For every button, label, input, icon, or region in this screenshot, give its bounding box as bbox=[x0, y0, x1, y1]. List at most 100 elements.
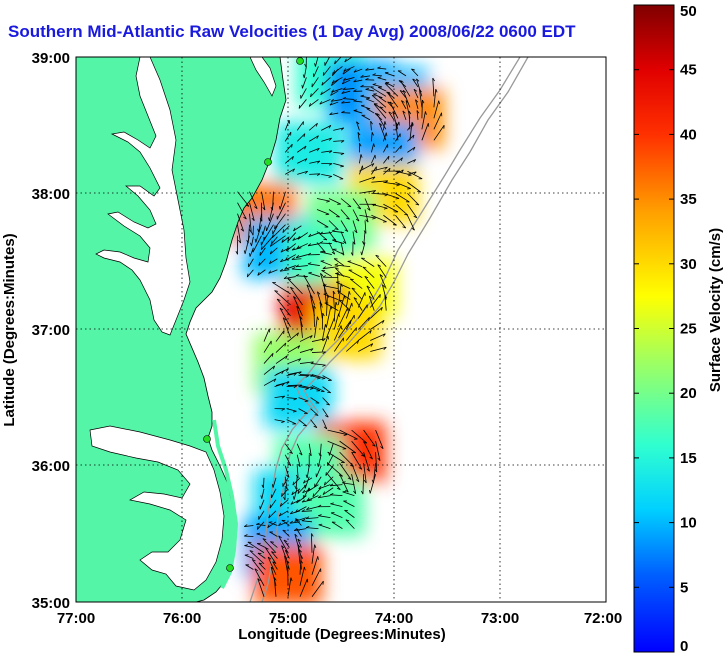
velocity-arrow bbox=[245, 564, 254, 570]
velocity-arrowhead bbox=[365, 219, 369, 223]
velocity-arrow bbox=[321, 150, 333, 153]
velocity-arrowhead bbox=[318, 523, 323, 526]
velocity-arrow bbox=[260, 235, 274, 250]
velocity-arrowhead bbox=[312, 493, 315, 497]
velocity-arrow bbox=[302, 77, 307, 89]
velocity-arrowhead bbox=[321, 377, 326, 380]
velocity-arrow bbox=[294, 528, 307, 531]
velocity-arrowhead bbox=[293, 398, 297, 401]
velocity-arrowhead bbox=[276, 298, 281, 301]
velocity-arrowhead bbox=[380, 307, 383, 311]
velocity-arrow bbox=[372, 74, 383, 77]
velocity-arrowhead bbox=[257, 228, 260, 233]
velocity-arrow bbox=[387, 92, 399, 108]
velocity-arrowhead bbox=[435, 89, 438, 93]
velocity-arrowhead bbox=[329, 112, 333, 116]
velocity-arrowhead bbox=[244, 524, 248, 527]
velocity-arrow bbox=[280, 247, 290, 253]
velocity-arrowhead bbox=[338, 313, 340, 318]
velocity-arrowhead bbox=[372, 83, 377, 85]
velocity-arrowhead bbox=[292, 496, 295, 500]
velocity-arrowhead bbox=[293, 372, 297, 376]
velocity-arrow bbox=[249, 550, 265, 565]
velocity-arrowhead bbox=[306, 506, 310, 510]
velocity-arrowhead bbox=[372, 217, 376, 220]
velocity-arrowhead bbox=[309, 387, 314, 390]
velocity-arrow bbox=[258, 562, 266, 570]
velocity-arrowhead bbox=[306, 497, 310, 501]
velocity-arrow bbox=[283, 276, 296, 280]
velocity-arrowhead bbox=[353, 79, 357, 83]
velocity-arrow bbox=[291, 488, 301, 496]
velocity-arrow bbox=[297, 170, 308, 175]
velocity-arrowhead bbox=[379, 106, 384, 109]
velocity-arrow bbox=[319, 99, 331, 105]
velocity-arrowhead bbox=[370, 343, 374, 347]
velocity-arrowhead bbox=[270, 566, 274, 570]
velocity-arrowhead bbox=[345, 489, 349, 493]
velocity-arrowhead bbox=[282, 317, 287, 321]
velocity-arrow bbox=[249, 191, 258, 209]
velocity-arrowhead bbox=[377, 76, 382, 79]
velocity-arrowhead bbox=[295, 518, 299, 521]
velocity-arrowhead bbox=[392, 111, 396, 115]
velocity-arrow bbox=[318, 495, 331, 499]
velocity-arrowhead bbox=[314, 414, 319, 416]
velocity-arrowhead bbox=[291, 267, 296, 270]
velocity-arrow bbox=[342, 68, 351, 75]
velocity-arrowhead bbox=[383, 347, 387, 351]
velocity-arrow bbox=[362, 474, 364, 495]
velocity-arrowhead bbox=[375, 254, 380, 257]
velocity-arrowhead bbox=[362, 241, 365, 245]
velocity-arrow bbox=[370, 333, 386, 341]
velocity-arrow bbox=[299, 555, 302, 575]
velocity-arrowhead bbox=[322, 312, 325, 317]
velocity-arrowhead bbox=[331, 229, 336, 232]
velocity-arrowhead bbox=[318, 495, 322, 499]
velocity-arrow bbox=[395, 203, 409, 216]
velocity-arrowhead bbox=[384, 71, 389, 74]
velocity-arrow bbox=[402, 110, 407, 121]
velocity-arrowhead bbox=[291, 156, 294, 160]
velocity-arrowhead bbox=[238, 240, 241, 244]
velocity-arrowhead bbox=[297, 345, 301, 349]
lat-tick-label: 36:00 bbox=[32, 458, 70, 475]
page-title: Southern Mid-Atlantic Raw Velocities (1 … bbox=[8, 22, 576, 41]
velocity-arrow bbox=[395, 121, 400, 131]
velocity-arrowhead bbox=[342, 490, 347, 493]
velocity-arrow bbox=[256, 533, 266, 537]
velocity-arrowhead bbox=[279, 503, 282, 507]
velocity-arrow bbox=[433, 89, 437, 108]
velocity-arrowhead bbox=[291, 144, 293, 148]
velocity-arrowhead bbox=[307, 243, 312, 247]
colorbar-tick-label: 30 bbox=[680, 256, 697, 273]
velocity-arrow bbox=[296, 495, 307, 504]
velocity-arrow bbox=[286, 372, 297, 377]
velocity-arrowhead bbox=[323, 426, 328, 430]
velocity-arrow bbox=[309, 160, 320, 164]
velocity-arrow bbox=[330, 90, 339, 96]
velocity-arrow bbox=[370, 306, 383, 319]
velocity-arrowhead bbox=[267, 524, 270, 528]
velocity-arrow bbox=[299, 578, 308, 597]
velocity-arrow bbox=[395, 157, 403, 164]
velocity-arrow bbox=[329, 443, 334, 456]
velocity-arrowhead bbox=[330, 502, 334, 505]
velocity-arrow bbox=[263, 365, 275, 375]
velocity-arrow bbox=[363, 231, 366, 245]
velocity-arrowhead bbox=[296, 305, 300, 310]
velocity-arrow bbox=[336, 281, 351, 289]
velocity-arrow bbox=[290, 286, 303, 306]
velocity-arrow bbox=[309, 173, 321, 175]
velocity-arrow bbox=[287, 371, 302, 375]
velocity-arrowhead bbox=[365, 67, 369, 71]
velocity-arrow bbox=[307, 263, 320, 266]
velocity-arrowhead bbox=[302, 489, 306, 493]
velocity-arrowhead bbox=[373, 143, 375, 147]
velocity-arrowhead bbox=[301, 509, 305, 512]
velocity-arrow bbox=[371, 132, 373, 142]
velocity-arrow bbox=[345, 302, 353, 319]
velocity-arrowhead bbox=[369, 489, 371, 494]
velocity-arrow bbox=[344, 509, 355, 518]
velocity-arrow bbox=[269, 258, 278, 265]
